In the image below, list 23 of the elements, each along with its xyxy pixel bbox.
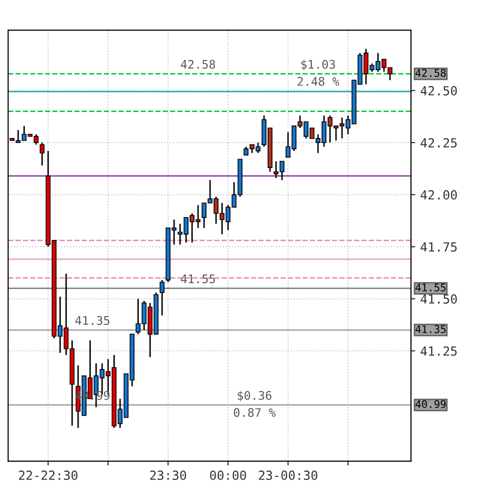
y-tick-label: 42.25 (420, 138, 457, 148)
annotation: 42.58 (180, 60, 216, 69)
candlestick (40, 142, 45, 166)
x-tick-label: 23:30 (150, 470, 186, 480)
annotation: $0.36 (238, 390, 272, 402)
ref-line-label: 40.99 (416, 400, 446, 408)
annotation: $1.03 (301, 60, 335, 70)
y-tick-label: 42.00 (420, 190, 457, 200)
annotation: 40.99 (75, 390, 110, 400)
ref-line-label: 41.55 (416, 284, 446, 292)
y-tick-label: 41.50 (420, 294, 457, 304)
x-tick-label: 00:00 (210, 470, 246, 480)
annotation: 0.87 % (234, 408, 276, 417)
annotation: 41.35 (75, 316, 110, 325)
ref-line-label: 42.58 (416, 69, 446, 77)
candlestick (160, 279, 164, 316)
y-tick-label: 42.50 (420, 86, 457, 96)
x-tick-label: 22-22:30 (18, 470, 78, 480)
y-tick-label: 41.75 (420, 242, 457, 252)
annotation: 2.48 % (298, 76, 340, 86)
ref-line-label: 41.35 (416, 325, 446, 334)
y-tick-label: 41.25 (420, 346, 457, 356)
x-tick-label: 23-00:30 (258, 470, 318, 480)
